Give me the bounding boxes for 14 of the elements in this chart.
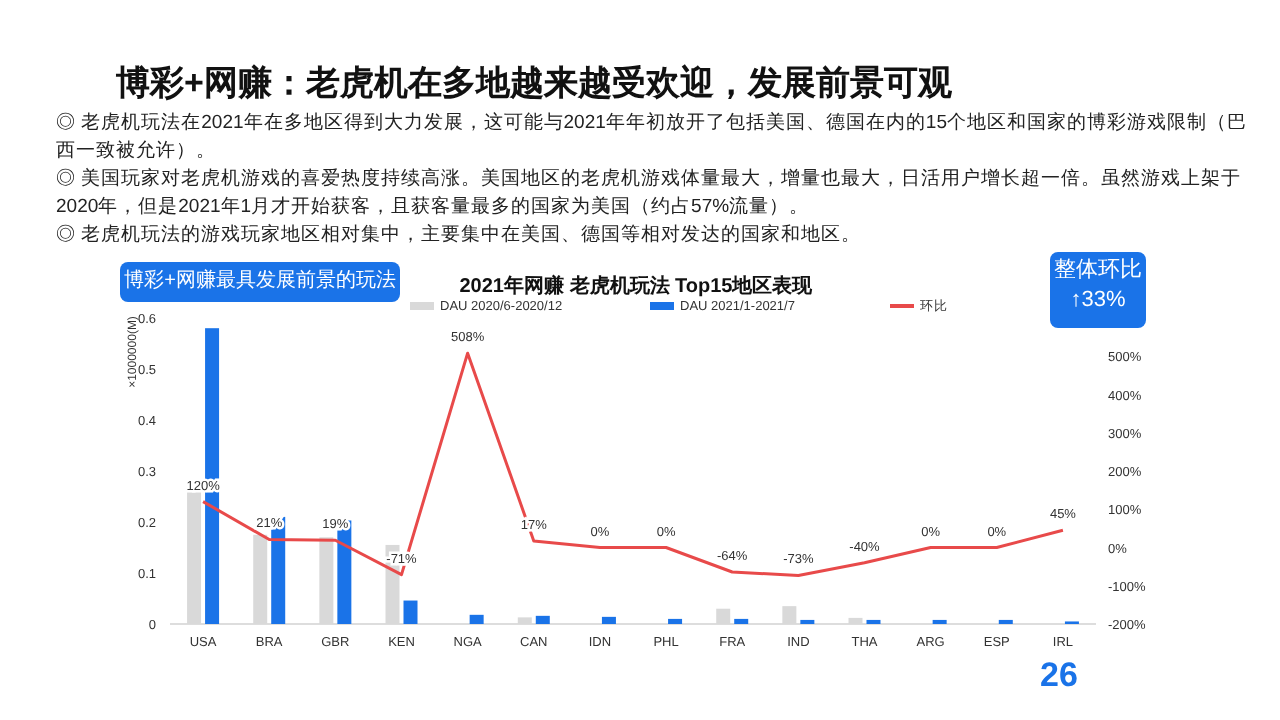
bar (734, 618, 749, 624)
bar (403, 600, 418, 624)
bar (601, 616, 616, 624)
chart-title: 博彩+网赚：老虎机在多地越来越受欢迎，发展前景可观 (116, 62, 952, 106)
text: ◎ 老虎机玩法在2021年在多地区得到大力发展，这可能与2021年年初放开了包括美国、德国在内的15个地区和国家的博彩游戏限制（巴西一致被允许）。 (56, 110, 1249, 166)
text: ◎ 老虎机玩法的游戏玩家地区相对集中，主要集中在美国、德国等相对发达的国家和地区。 (56, 222, 864, 250)
chart-subtitle: 2021年网赚 老虎机玩法 Top15地区表现 (459, 274, 815, 298)
bar (668, 618, 683, 624)
text: ◎ 美国玩家对老虎机游戏的喜爱热度持续高涨。美国地区的老虎机游戏体量最大，增量也最大，日活用户增长超一倍。虽然游戏上架于2020年，但是2021年1月才开始获客，且获客量最多的国家为美国（约占57%流量）。 (56, 166, 1244, 222)
bar (535, 615, 550, 624)
text: 26 (1040, 656, 1078, 696)
text: 整体环比 ↑33% (1050, 252, 1146, 328)
text: 博彩+网赚最具发展前景的玩法 (120, 262, 400, 302)
bar (469, 614, 484, 624)
